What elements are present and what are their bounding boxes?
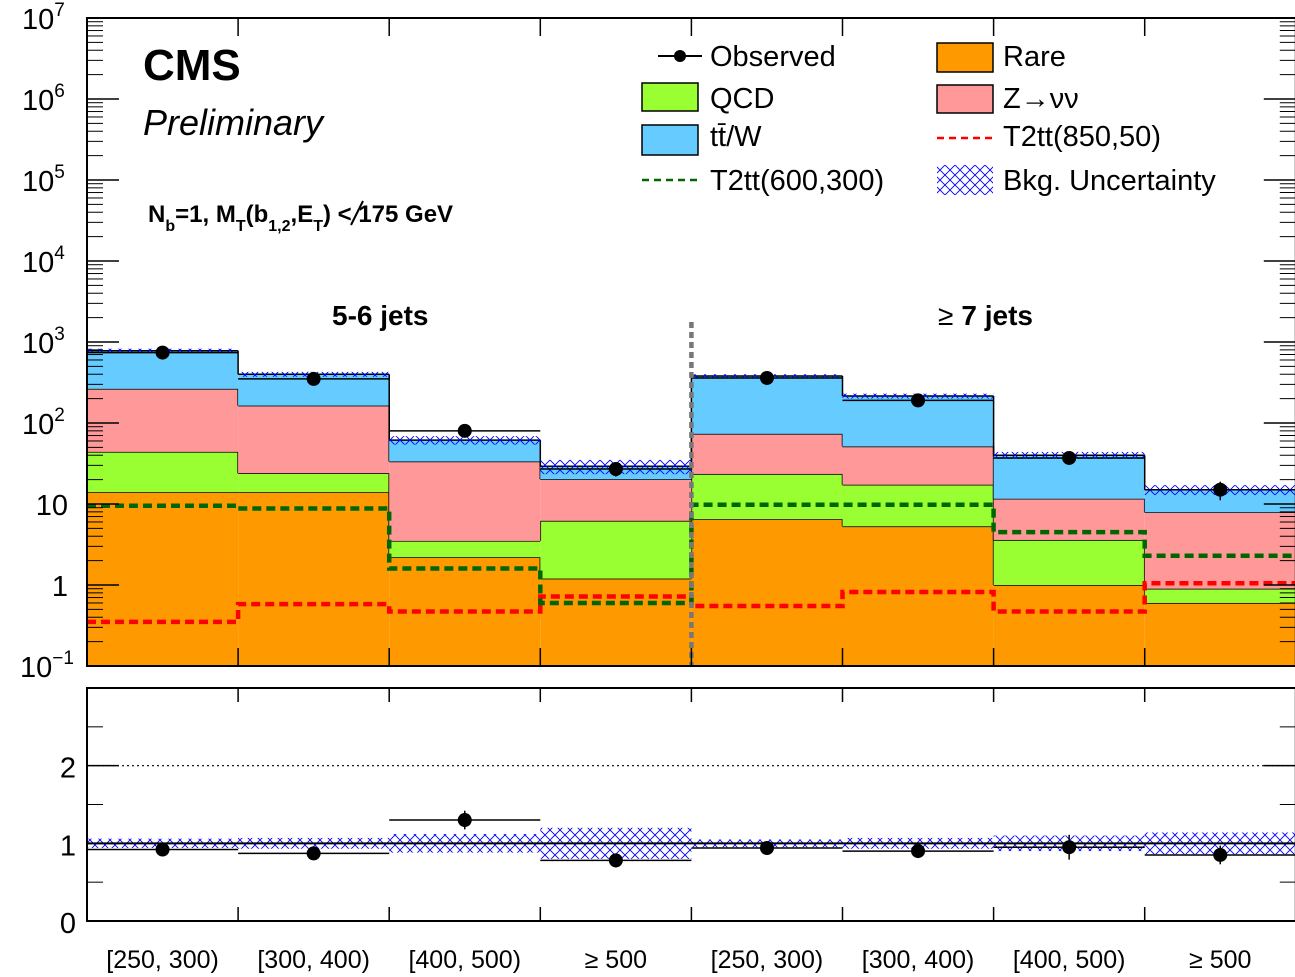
y-tick-label-2: 102 — [22, 405, 65, 441]
x-category-label-4: [250, 300) — [711, 946, 824, 974]
ratio-point-2 — [457, 813, 472, 828]
y-tick-label-5: 105 — [22, 162, 65, 198]
legend-entry-ttw: tt̄/W — [641, 121, 762, 156]
cms-label: CMS — [143, 41, 241, 90]
bar-tt̄/W-4 — [691, 375, 843, 434]
observed-point-7 — [1213, 482, 1228, 497]
y-tick-label-6: 106 — [22, 81, 65, 117]
svg-text:tt̄/W: tt̄/W — [710, 121, 762, 153]
x-category-label-2: [400, 500) — [408, 946, 521, 974]
ratio-point-7 — [1213, 847, 1228, 862]
x-category-label-7: ≥ 500 — [1189, 946, 1251, 974]
bar-Z→νν-1 — [238, 405, 390, 474]
bar-QCD-1 — [238, 473, 390, 493]
svg-text:Rare: Rare — [1003, 41, 1066, 73]
observed-point-4 — [759, 370, 774, 385]
bar-Rare-0 — [87, 492, 239, 666]
bar-QCD-0 — [87, 451, 239, 493]
ratio-tick-label-2: 2 — [60, 753, 76, 785]
bar-QCD-2 — [389, 540, 541, 558]
bar-steps-tt̄/W — [237, 350, 1146, 490]
bar-Rare-6 — [993, 585, 1145, 666]
y-tick-label-1: 10 — [36, 490, 68, 522]
y-tick-label-4: 104 — [22, 243, 65, 279]
ratio-plot — [87, 765, 1295, 868]
ratio-frame — [86, 687, 1295, 922]
legend-entry-rare: Rare — [936, 41, 1066, 73]
x-category-label-6: [400, 500) — [1013, 946, 1126, 974]
ratio-point-1 — [306, 846, 321, 861]
bar-QCD-7 — [1144, 588, 1295, 603]
legend-entry-observed: Observed — [658, 41, 836, 73]
legend-entry-t2tt-600-300: T2tt(600,300) — [642, 165, 884, 197]
ratio-point-4 — [759, 840, 774, 855]
bar-tt̄/W-2 — [389, 440, 541, 462]
svg-text:T2tt(850,50): T2tt(850,50) — [1003, 121, 1161, 153]
ratio-tick-label-1: 1 — [60, 830, 76, 862]
svg-text:QCD: QCD — [710, 83, 774, 115]
x-category-label-1: [300, 400) — [257, 946, 370, 974]
bar-QCD-3 — [540, 520, 692, 579]
ratio-point-0 — [155, 842, 170, 857]
y-tick-label-7: 107 — [22, 0, 65, 36]
legend: Observed QCD tt̄/W T2tt(600,300) Rare Z→… — [641, 41, 1216, 197]
y-tick-label--1: 10−1 — [20, 648, 74, 684]
ratio-point-5 — [911, 844, 926, 859]
bar-Z→νν-7 — [1144, 512, 1295, 589]
legend-entry-znunu: Z→νν — [936, 83, 1079, 115]
svg-text:T2tt(600,300): T2tt(600,300) — [710, 165, 884, 197]
bar-QCD-4 — [691, 473, 843, 520]
legend-entry-t2tt-850-50: T2tt(850,50) — [937, 121, 1161, 153]
bar-Rare-5 — [842, 526, 994, 666]
preliminary-label: Preliminary — [143, 102, 325, 143]
x-category-label-3: ≥ 500 — [585, 946, 647, 974]
bar-Z→νν-0 — [87, 388, 239, 452]
uncertainty-band-2 — [389, 436, 541, 445]
bar-QCD-6 — [993, 539, 1145, 585]
ratio-point-3 — [608, 853, 623, 868]
observed-point-5 — [911, 393, 926, 408]
met-symbol: E — [297, 201, 313, 228]
bar-Z→νν-5 — [842, 446, 994, 485]
svg-text:Bkg. Uncertainty: Bkg. Uncertainty — [1003, 165, 1216, 197]
region-label-5-6-jets: 5-6 jets — [332, 300, 429, 331]
bar-tt̄/W-7 — [1144, 489, 1295, 513]
region-label-7-jets: ≥7 jets — [938, 300, 1033, 331]
svg-text:Z→νν: Z→νν — [1003, 83, 1079, 115]
y-tick-label-3: 103 — [22, 324, 65, 360]
met-slash — [350, 200, 364, 226]
x-category-label-5: [300, 400) — [862, 946, 975, 974]
observed-point-1 — [306, 371, 321, 386]
bar-Z→νν-2 — [389, 461, 541, 541]
bar-Rare-3 — [540, 578, 692, 666]
selection-label: Nb=1, MT(b1,2,ET) < 175 GeV — [148, 201, 453, 235]
ratio-point-6 — [1062, 840, 1077, 855]
legend-entry-bkg-uncertainty: Bkg. Uncertainty — [937, 165, 1216, 197]
bar-Z→νν-4 — [691, 433, 843, 474]
bar-Rare-4 — [691, 519, 843, 666]
legend-entry-qcd: QCD — [641, 82, 774, 115]
observed-point-2 — [457, 423, 472, 438]
bar-Z→νν-3 — [540, 479, 692, 521]
observed-point-0 — [155, 345, 170, 360]
observed-point-3 — [608, 462, 623, 477]
main-plot — [87, 322, 1295, 666]
x-category-label-0: [250, 300) — [106, 946, 219, 974]
bar-Rare-7 — [1144, 602, 1295, 666]
observed-point-6 — [1062, 450, 1077, 465]
y-tick-label-0: 1 — [52, 571, 68, 603]
svg-text:Observed: Observed — [710, 41, 836, 73]
ratio-tick-label-0: 0 — [60, 908, 76, 940]
bar-Rare-1 — [238, 492, 390, 666]
